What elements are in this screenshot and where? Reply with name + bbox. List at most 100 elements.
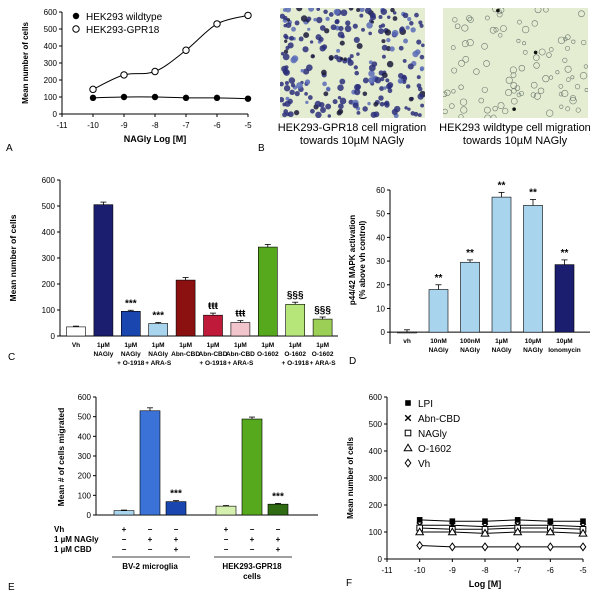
micrograph-cell: [386, 60, 394, 68]
chartF-data-point: [579, 542, 587, 552]
micrograph-cell: [451, 89, 456, 94]
micrograph-cell: [352, 23, 358, 29]
chart-c: 0 100 200 300 400 500 600 Vh 1µM NAGly *** 1µM NAGly…: [8, 176, 338, 367]
micrograph-cell: [339, 78, 346, 85]
panel-label-f: F: [346, 578, 353, 589]
chartD-bar: [554, 264, 575, 333]
micrograph-cell: [569, 95, 577, 102]
micrograph-cell: [348, 8, 354, 11]
micrograph-cell: [287, 111, 294, 118]
micrograph-cell: [290, 83, 296, 88]
micrograph-cell: [566, 77, 571, 82]
micrograph-cell: [347, 59, 354, 66]
micrograph-cell: [361, 27, 365, 32]
chartA-y-tick-label: 400: [44, 42, 58, 51]
micrograph-cell: [373, 111, 380, 118]
chartC-category-label: 1µM: [152, 342, 165, 349]
micrograph-cell: [293, 109, 300, 116]
micrograph-cell: [555, 70, 560, 75]
micrograph-cell: [392, 16, 398, 21]
micrograph-cell: [321, 69, 327, 76]
micrograph-cell: [378, 28, 384, 35]
micrograph-cell: [339, 57, 344, 61]
micrograph-cell: [315, 34, 322, 41]
micrograph-cell: [304, 79, 311, 85]
micrograph-cell: [500, 25, 507, 32]
chartE-y-tick-label: 500: [78, 413, 92, 422]
chartC-y-tick-label: 400: [42, 228, 56, 237]
chartF-data-point: [547, 518, 554, 524]
micrograph-cell: [316, 8, 321, 11]
micrograph-cell: [304, 92, 308, 96]
micrograph-cell: [302, 46, 309, 53]
micrograph-cell: [322, 81, 327, 87]
micrograph-cell: [320, 107, 327, 113]
chartD-bar: [397, 331, 417, 334]
micrograph-cell: [378, 24, 383, 29]
micrograph-cell: [336, 110, 342, 116]
chartE-bar: [113, 510, 135, 516]
chartF-data-point: [416, 517, 423, 523]
micrograph-cell: [338, 25, 344, 32]
panel-label-d: D: [349, 356, 357, 367]
micrograph-cell: [516, 92, 522, 98]
chartC-bar: [121, 311, 141, 337]
micrograph-image: [280, 8, 425, 118]
micrograph-cell: [538, 48, 546, 56]
chartF-legend-marker: [404, 414, 412, 422]
micrograph-cell: [307, 27, 311, 31]
micrograph-cell: [543, 8, 549, 13]
chartF-legend-marker: [405, 400, 411, 406]
micrograph-image: [443, 8, 588, 118]
micrograph-cell: [285, 96, 290, 101]
micrograph-cell: [583, 64, 588, 69]
micrograph-cell: [387, 85, 392, 89]
micrograph-cell: [443, 108, 448, 115]
micrograph-cell: [490, 114, 497, 118]
micrograph-cell: [417, 93, 424, 100]
chartF-legend-label: Abn-CBD: [418, 414, 460, 425]
chartC-bar: [148, 323, 168, 337]
micrograph-cell: [316, 16, 323, 24]
chartF-data-point: [480, 528, 490, 537]
micrograph-cell: [355, 84, 362, 90]
micrograph-cell: [298, 36, 304, 42]
micrograph-cell: [296, 82, 303, 89]
panel-label-c: C: [8, 352, 16, 363]
micrograph-cell: [484, 114, 491, 118]
chartE-significance-label: ***: [272, 491, 284, 502]
chartF-legend-marker: [403, 443, 413, 452]
caption-line-1: HEK293-GPR18 cell migration: [277, 122, 427, 134]
micrograph-cell: [484, 15, 490, 21]
chartD-y-tick-label: 30: [376, 257, 385, 266]
micrograph-cell: [309, 40, 314, 44]
micrograph-cell: [403, 38, 409, 44]
chartE-condition-mark: +: [174, 545, 179, 554]
chartA-legend-label: HEK293 wildtype: [86, 12, 163, 23]
micrograph-cell: [565, 106, 571, 112]
chartC-y-tick-label: 500: [42, 202, 56, 211]
micrograph-cell: [398, 45, 404, 51]
micrograph-cell: [285, 22, 292, 28]
chartF-legend-label: Vh: [418, 459, 430, 470]
micrograph-cell: [419, 54, 425, 60]
micrograph-cell: [352, 102, 359, 109]
chartD-significance-label: **: [466, 248, 474, 259]
micrograph-cell: [368, 70, 375, 77]
micrograph-cell: [519, 91, 524, 97]
micrograph-cell: [533, 62, 540, 69]
chartA-legend-label: HEK293-GPR18: [86, 25, 160, 36]
micrograph-cell: [570, 75, 575, 80]
chartC-category-label: NAGly: [121, 351, 141, 358]
micrograph-cell: [413, 111, 419, 117]
chartC-significance-label: §§§: [287, 290, 304, 301]
micrograph-cell: [391, 29, 399, 37]
chartC-significance-label: §§§: [314, 305, 331, 316]
micrograph-dark-cell: [533, 50, 538, 55]
micrograph-cell: [324, 28, 330, 34]
micrograph-cell: [444, 89, 451, 96]
micrograph-cell: [356, 8, 361, 12]
micrograph-cell: [481, 42, 488, 50]
micrograph-cell: [300, 15, 308, 22]
chartD-significance-label: **: [561, 248, 569, 259]
